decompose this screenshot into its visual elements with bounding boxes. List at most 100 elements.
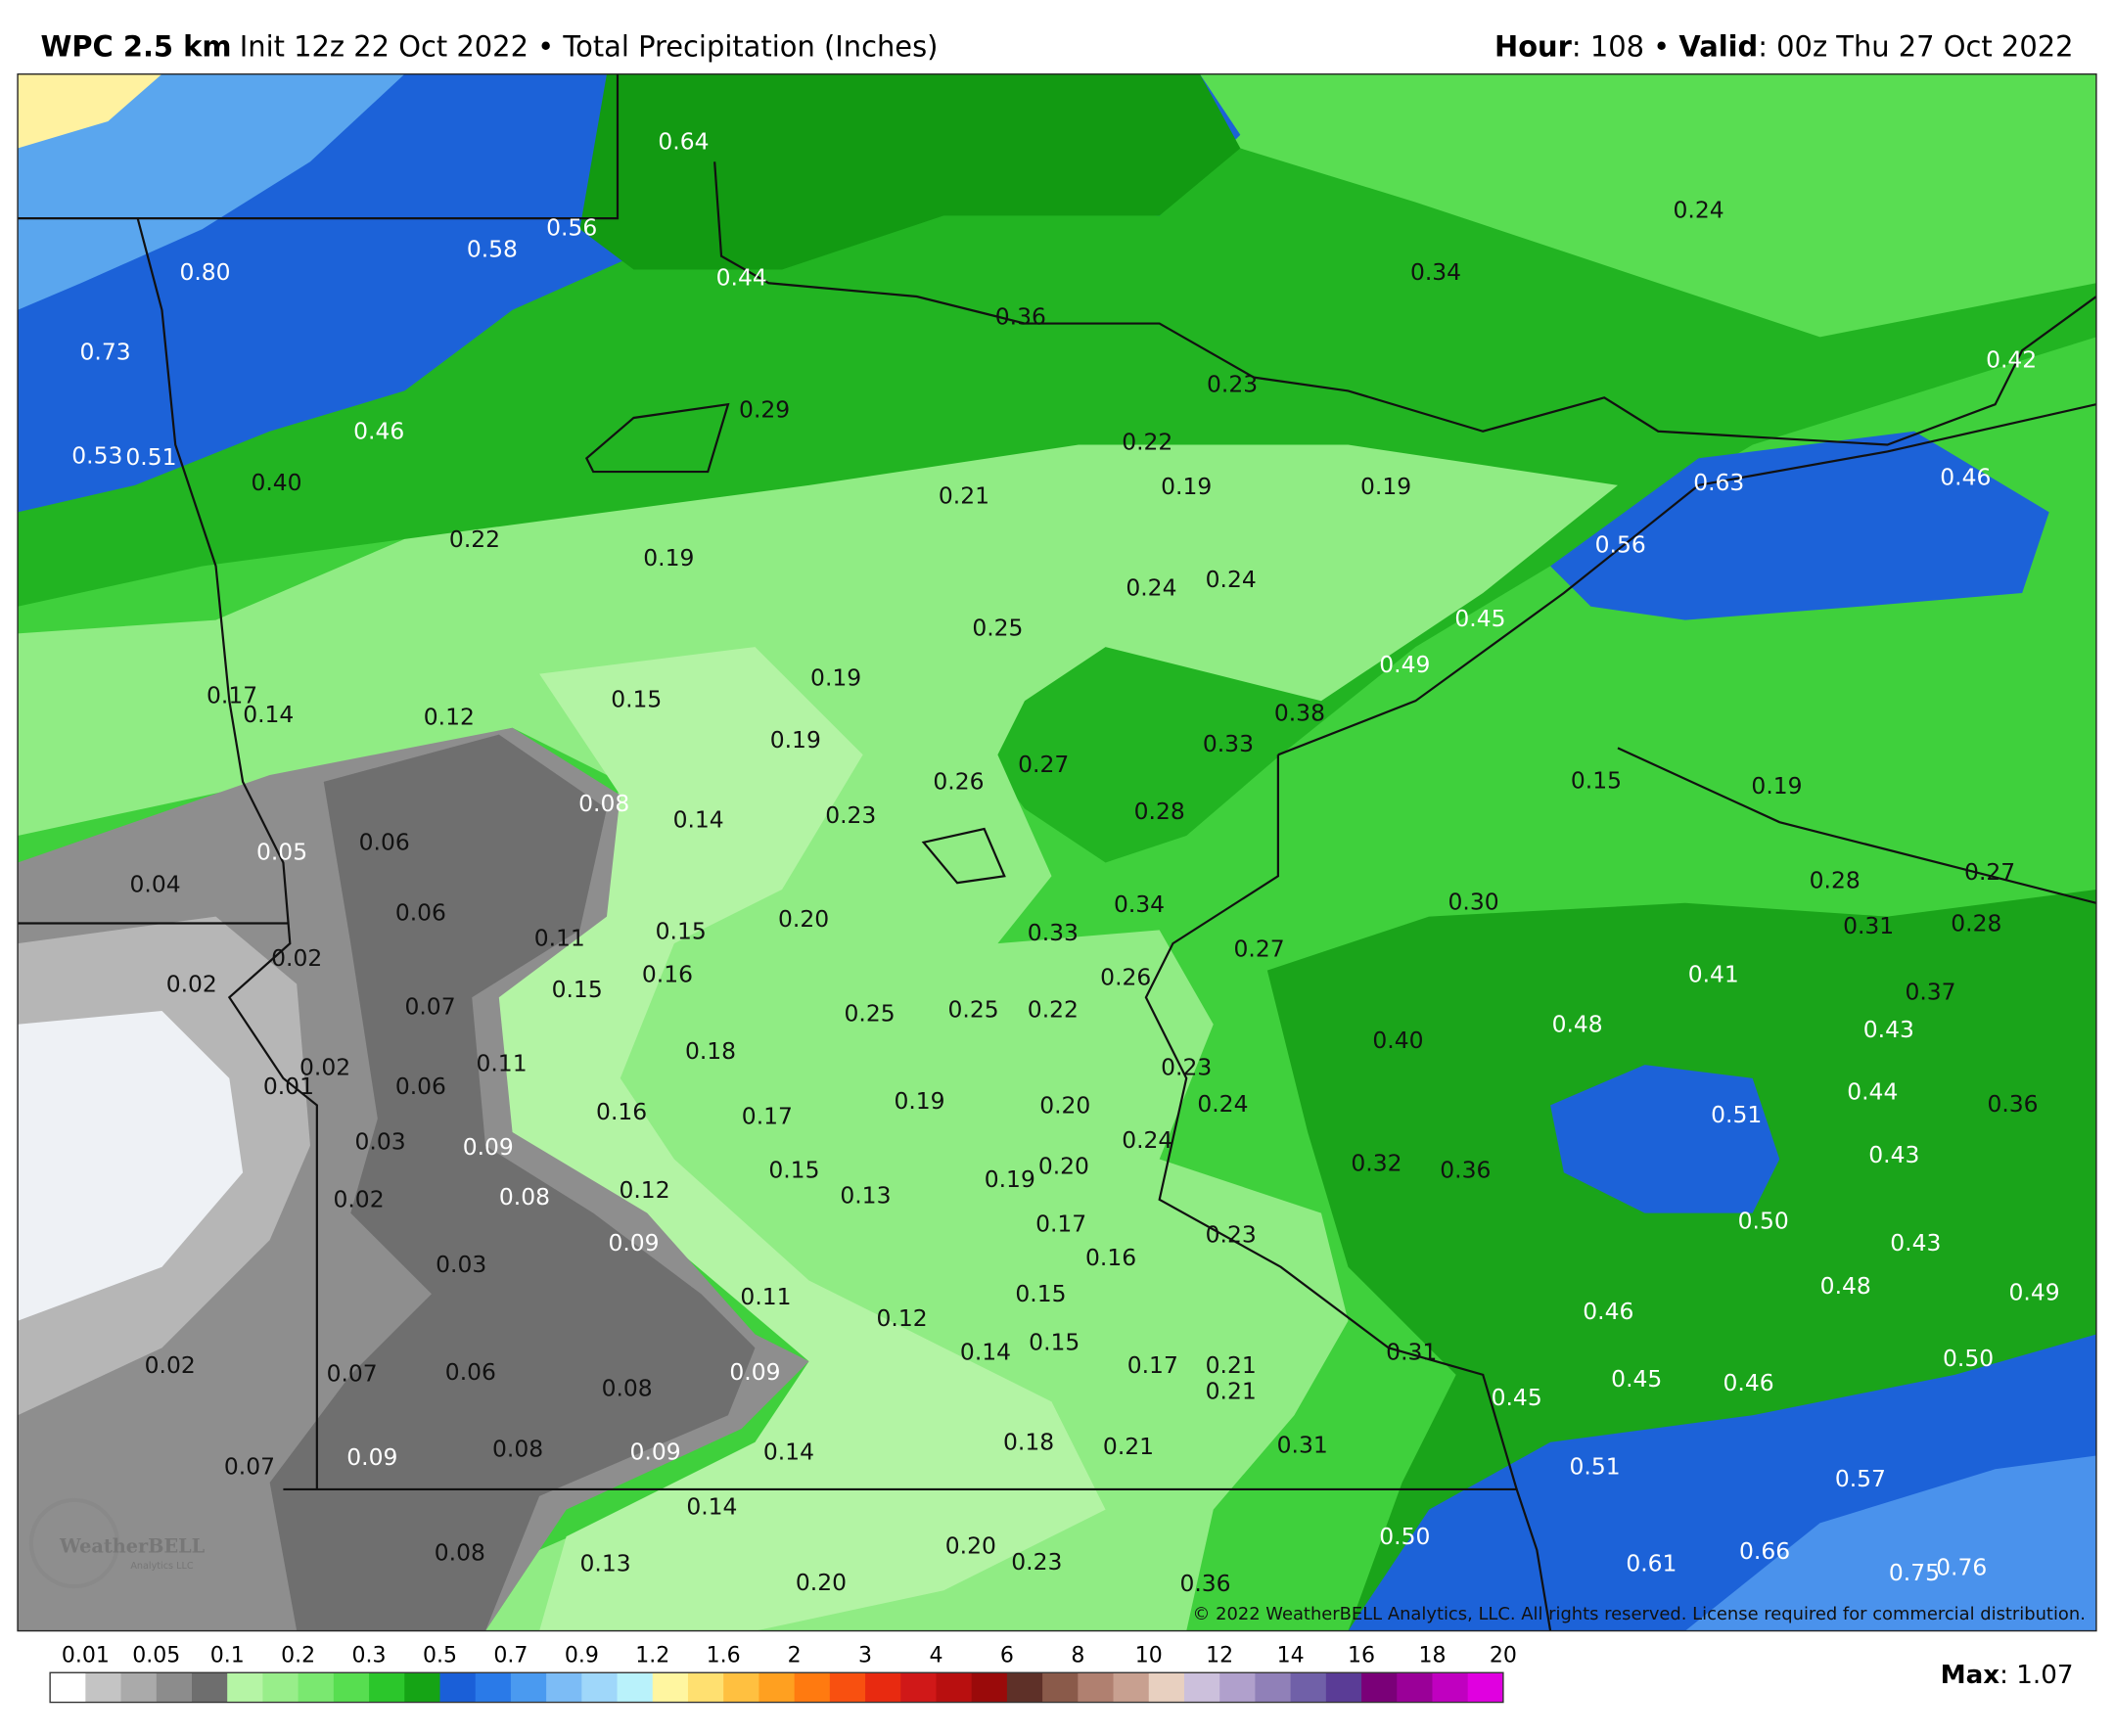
value-label: 0.15 (1029, 1329, 1080, 1356)
value-label: 0.31 (1386, 1338, 1437, 1365)
field-green-pale (485, 647, 1106, 1631)
value-label: 0.13 (580, 1550, 631, 1577)
colorbar-label: 18 (1418, 1644, 1446, 1668)
field-blue-light (18, 73, 405, 310)
value-label: 0.02 (271, 944, 322, 972)
value-label: 0.16 (642, 961, 693, 988)
value-label: 0.63 (1693, 469, 1744, 496)
value-label: 0.21 (1206, 1377, 1257, 1404)
colorbar-swatch (333, 1672, 370, 1703)
value-label: 0.19 (894, 1087, 944, 1115)
value-label: 0.56 (546, 214, 597, 242)
value-label: 0.23 (1207, 370, 1258, 397)
colorbar-swatch (1255, 1672, 1292, 1703)
value-label: 0.80 (179, 258, 230, 286)
value-label: 0.73 (80, 338, 131, 365)
value-label: 0.20 (1038, 1152, 1089, 1179)
colorbar-swatch (510, 1672, 547, 1703)
value-label: 0.07 (224, 1452, 275, 1480)
value-label: 0.49 (2009, 1279, 2060, 1306)
colorbar-swatch (404, 1672, 440, 1703)
value-label: 0.45 (1454, 605, 1505, 632)
value-label: 0.50 (1379, 1523, 1430, 1550)
value-label: 0.19 (1161, 473, 1212, 500)
value-label: 0.07 (327, 1359, 378, 1387)
value-label: 0.12 (877, 1304, 928, 1332)
value-label: 0.19 (770, 726, 821, 754)
colorbar-label: 12 (1206, 1644, 1233, 1668)
value-label: 0.27 (1964, 858, 2015, 886)
value-label: 0.32 (1351, 1150, 1402, 1177)
value-label: 0.09 (608, 1229, 659, 1256)
colorbar-label: 0.5 (423, 1644, 457, 1668)
value-label: 0.51 (1569, 1452, 1620, 1480)
colorbar-swatch (617, 1672, 654, 1703)
colorbar-swatch (1290, 1672, 1327, 1703)
border (713, 161, 2096, 446)
value-label: 0.45 (1492, 1384, 1542, 1411)
value-label: 0.49 (1379, 651, 1430, 678)
border (1617, 747, 2096, 904)
value-label: 0.09 (463, 1133, 514, 1161)
colorbar-swatch (865, 1672, 901, 1703)
value-label: 0.42 (1986, 346, 2037, 374)
colorbar-label: 14 (1277, 1644, 1305, 1668)
colorbar-swatch (85, 1672, 121, 1703)
colorbar-swatch (439, 1672, 477, 1703)
value-label: 0.06 (395, 1073, 446, 1100)
value-label: 0.21 (1206, 1351, 1257, 1379)
colorbar-swatch (794, 1672, 831, 1703)
value-label: 0.14 (686, 1493, 737, 1521)
value-label: 0.04 (130, 870, 181, 897)
value-label: 0.58 (467, 236, 518, 263)
value-label: 0.15 (768, 1156, 819, 1183)
value-label: 0.40 (251, 469, 301, 496)
description: Init 12z 22 Oct 2022 • Total Precipitati… (240, 30, 939, 64)
value-label: 0.24 (1197, 1090, 1248, 1118)
value-label: 0.75 (1889, 1559, 1940, 1586)
value-label: 0.15 (1015, 1280, 1066, 1307)
value-label: 0.02 (145, 1351, 196, 1379)
field-lake-blue (1550, 431, 2049, 620)
value-label: 0.02 (166, 970, 217, 997)
colorbar-label: 0.7 (493, 1644, 528, 1668)
value-label: 0.26 (1100, 963, 1151, 990)
value-label: 0.36 (1179, 1570, 1230, 1597)
value-label: 0.20 (778, 905, 829, 933)
value-label: 0.23 (1206, 1221, 1257, 1249)
value-label: 0.25 (948, 995, 999, 1023)
value-label: 0.08 (602, 1375, 653, 1402)
value-label: 0.07 (404, 993, 455, 1021)
value-label: 0.30 (1448, 888, 1499, 915)
field-yellow (18, 73, 162, 149)
value-label: 0.57 (1835, 1465, 1886, 1492)
value-label: 0.05 (256, 838, 307, 865)
value-label: 0.24 (1674, 197, 1724, 224)
value-label: 0.15 (552, 976, 603, 1003)
value-label: 0.48 (1820, 1272, 1871, 1300)
colorbar-label: 0.1 (210, 1644, 245, 1668)
value-label: 0.43 (1868, 1141, 1919, 1168)
value-label: 0.17 (1035, 1210, 1086, 1237)
value-label: 0.37 (1905, 979, 1955, 1006)
colorbar-swatch (687, 1672, 724, 1703)
value-label: 0.64 (658, 127, 709, 155)
value-label: 0.51 (125, 443, 176, 471)
value-label: 0.36 (1987, 1090, 2038, 1118)
map-field (18, 73, 2096, 1631)
max: Max: 1.07 (1941, 1661, 2074, 1690)
map-frame (17, 73, 2097, 1632)
colorbar-swatch (758, 1672, 796, 1703)
colorbar-label: 6 (1000, 1644, 1014, 1668)
colorbar-swatch (1148, 1672, 1185, 1703)
colorbar-swatch (227, 1672, 263, 1703)
value-label: 0.19 (1360, 473, 1411, 500)
borders (18, 73, 2096, 1631)
value-label: 0.33 (1203, 730, 1254, 757)
value-label: 0.16 (596, 1098, 647, 1125)
colorbar-swatch (1042, 1672, 1079, 1703)
colorbar-label: 1.2 (635, 1644, 669, 1668)
colorbar-swatch (1078, 1672, 1114, 1703)
value-label: 0.06 (445, 1358, 496, 1386)
colorbar-label: 0.05 (132, 1644, 180, 1668)
